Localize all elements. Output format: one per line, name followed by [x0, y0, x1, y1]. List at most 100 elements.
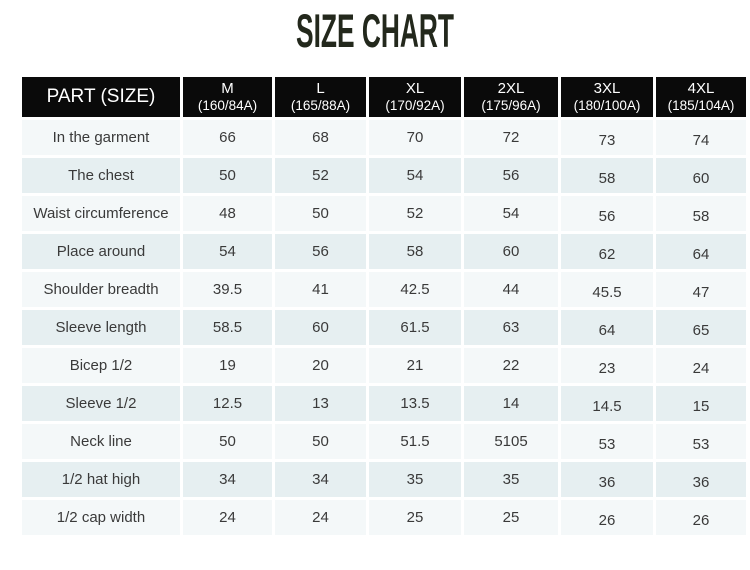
size-value-cell: 52	[369, 196, 461, 231]
page-title: SIZE CHART	[0, 0, 750, 57]
size-value-cell: 23	[561, 348, 653, 383]
size-value-cell: 20	[275, 348, 366, 383]
size-table-body: In the garment 66 68 70 72 73 74 The chest 50 52 5…	[22, 120, 746, 535]
part-name-cell: Shoulder breadth	[22, 272, 180, 307]
size-value-cell: 19	[183, 348, 272, 383]
part-name-cell: 1/2 cap width	[22, 500, 180, 535]
table-row: Waist circumference 48 50 52 54 56 58	[22, 196, 746, 231]
table-row: Sleeve length 58.5 60 61.5 63 64 65	[22, 310, 746, 345]
size-value-cell: 21	[369, 348, 461, 383]
size-value-cell: 60	[275, 310, 366, 345]
part-name-cell: In the garment	[22, 120, 180, 155]
header-size-4xl: 4XL (185/104A)	[656, 77, 746, 117]
size-value-cell: 50	[183, 158, 272, 193]
part-name-cell: 1/2 hat high	[22, 462, 180, 497]
size-value-cell: 58.5	[183, 310, 272, 345]
table-row: Shoulder breadth 39.5 41 42.5 44 45.5 47	[22, 272, 746, 307]
size-value-cell: 58	[561, 158, 653, 193]
size-value-cell: 73	[561, 120, 653, 155]
size-value-cell: 54	[369, 158, 461, 193]
size-value-cell: 51.5	[369, 424, 461, 459]
size-value-cell: 64	[561, 310, 653, 345]
size-value-cell: 14.5	[561, 386, 653, 421]
size-value-cell: 22	[464, 348, 558, 383]
part-name-cell: Neck line	[22, 424, 180, 459]
header-size-m: M (160/84A)	[183, 77, 272, 117]
size-value-cell: 60	[464, 234, 558, 269]
size-value-cell: 63	[464, 310, 558, 345]
size-value-cell: 25	[464, 500, 558, 535]
size-value-cell: 61.5	[369, 310, 461, 345]
table-row: The chest 50 52 54 56 58 60	[22, 158, 746, 193]
size-value-cell: 35	[369, 462, 461, 497]
size-value-cell: 58	[656, 196, 746, 231]
table-row: 1/2 cap width 24 24 25 25 26 26	[22, 500, 746, 535]
size-value-cell: 64	[656, 234, 746, 269]
part-name-cell: Sleeve 1/2	[22, 386, 180, 421]
table-row: 1/2 hat high 34 34 35 35 36 36	[22, 462, 746, 497]
size-value-cell: 62	[561, 234, 653, 269]
size-value-cell: 26	[561, 500, 653, 535]
table-header-row: PART (SIZE) M (160/84A) L (165/88A) XL (…	[22, 77, 746, 117]
size-value-cell: 52	[275, 158, 366, 193]
page-title-text: SIZE CHART	[296, 4, 454, 57]
size-chart-table: PART (SIZE) M (160/84A) L (165/88A) XL (…	[19, 74, 749, 538]
size-value-cell: 56	[464, 158, 558, 193]
size-value-cell: 56	[275, 234, 366, 269]
table-row: In the garment 66 68 70 72 73 74	[22, 120, 746, 155]
size-value-cell: 24	[656, 348, 746, 383]
part-name-cell: Bicep 1/2	[22, 348, 180, 383]
size-value-cell: 34	[275, 462, 366, 497]
size-value-cell: 44	[464, 272, 558, 307]
size-value-cell: 26	[656, 500, 746, 535]
size-value-cell: 72	[464, 120, 558, 155]
table-row: Bicep 1/2 19 20 21 22 23 24	[22, 348, 746, 383]
size-value-cell: 36	[656, 462, 746, 497]
size-value-cell: 41	[275, 272, 366, 307]
size-value-cell: 5105	[464, 424, 558, 459]
size-value-cell: 48	[183, 196, 272, 231]
size-value-cell: 25	[369, 500, 461, 535]
size-value-cell: 60	[656, 158, 746, 193]
size-value-cell: 50	[275, 196, 366, 231]
part-name-cell: Waist circumference	[22, 196, 180, 231]
size-value-cell: 42.5	[369, 272, 461, 307]
size-value-cell: 66	[183, 120, 272, 155]
size-value-cell: 12.5	[183, 386, 272, 421]
size-value-cell: 50	[275, 424, 366, 459]
header-size-2xl: 2XL (175/96A)	[464, 77, 558, 117]
size-value-cell: 53	[561, 424, 653, 459]
table-row: Sleeve 1/2 12.5 13 13.5 14 14.5 15	[22, 386, 746, 421]
size-value-cell: 50	[183, 424, 272, 459]
table-row: Place around 54 56 58 60 62 64	[22, 234, 746, 269]
size-value-cell: 15	[656, 386, 746, 421]
size-value-cell: 56	[561, 196, 653, 231]
size-value-cell: 35	[464, 462, 558, 497]
table-row: Neck line 50 50 51.5 5105 53 53	[22, 424, 746, 459]
size-value-cell: 24	[183, 500, 272, 535]
size-value-cell: 65	[656, 310, 746, 345]
header-size-xl: XL (170/92A)	[369, 77, 461, 117]
header-part-size: PART (SIZE)	[22, 77, 180, 117]
size-value-cell: 53	[656, 424, 746, 459]
size-value-cell: 14	[464, 386, 558, 421]
part-name-cell: The chest	[22, 158, 180, 193]
header-size-3xl: 3XL (180/100A)	[561, 77, 653, 117]
table-header: PART (SIZE) M (160/84A) L (165/88A) XL (…	[22, 77, 746, 117]
size-value-cell: 74	[656, 120, 746, 155]
size-value-cell: 39.5	[183, 272, 272, 307]
size-value-cell: 24	[275, 500, 366, 535]
part-name-cell: Place around	[22, 234, 180, 269]
size-value-cell: 54	[464, 196, 558, 231]
size-value-cell: 54	[183, 234, 272, 269]
size-value-cell: 70	[369, 120, 461, 155]
part-name-cell: Sleeve length	[22, 310, 180, 345]
size-value-cell: 58	[369, 234, 461, 269]
header-size-l: L (165/88A)	[275, 77, 366, 117]
size-value-cell: 13.5	[369, 386, 461, 421]
size-value-cell: 13	[275, 386, 366, 421]
size-value-cell: 34	[183, 462, 272, 497]
size-value-cell: 68	[275, 120, 366, 155]
size-value-cell: 47	[656, 272, 746, 307]
